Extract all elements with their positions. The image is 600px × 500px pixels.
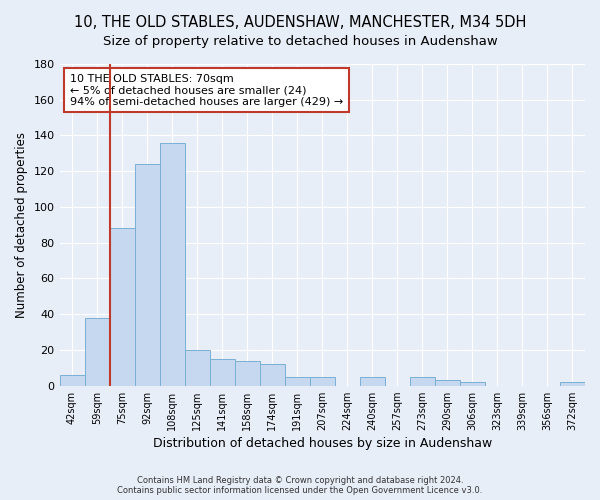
Y-axis label: Number of detached properties: Number of detached properties [15, 132, 28, 318]
Text: 10 THE OLD STABLES: 70sqm
← 5% of detached houses are smaller (24)
94% of semi-d: 10 THE OLD STABLES: 70sqm ← 5% of detach… [70, 74, 343, 107]
Text: Size of property relative to detached houses in Audenshaw: Size of property relative to detached ho… [103, 35, 497, 48]
Bar [235, 360, 260, 386]
Bar [410, 377, 435, 386]
Bar [160, 142, 185, 386]
Bar [85, 318, 110, 386]
Bar [110, 228, 134, 386]
Bar [435, 380, 460, 386]
Bar [460, 382, 485, 386]
Text: Contains HM Land Registry data © Crown copyright and database right 2024.
Contai: Contains HM Land Registry data © Crown c… [118, 476, 482, 495]
X-axis label: Distribution of detached houses by size in Audenshaw: Distribution of detached houses by size … [152, 437, 492, 450]
Bar [59, 375, 85, 386]
Bar [360, 377, 385, 386]
Bar [185, 350, 209, 386]
Text: 10, THE OLD STABLES, AUDENSHAW, MANCHESTER, M34 5DH: 10, THE OLD STABLES, AUDENSHAW, MANCHEST… [74, 15, 526, 30]
Bar [260, 364, 285, 386]
Bar [134, 164, 160, 386]
Bar [285, 377, 310, 386]
Bar [560, 382, 585, 386]
Bar [310, 377, 335, 386]
Bar [209, 359, 235, 386]
